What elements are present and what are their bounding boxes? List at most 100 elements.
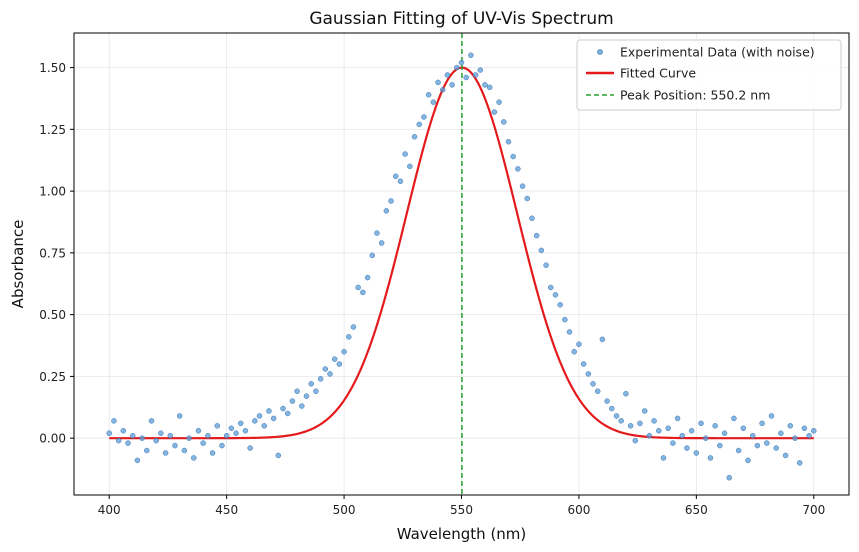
data-point — [129, 432, 136, 439]
data-point — [749, 432, 756, 439]
data-point — [717, 442, 723, 449]
data-point — [308, 381, 314, 387]
y-axis-label: Absorbance — [9, 220, 27, 309]
chart-title: Gaussian Fitting of UV-Vis Spectrum — [309, 9, 613, 29]
data-point — [120, 428, 127, 434]
data-point — [627, 423, 634, 429]
data-point — [256, 413, 263, 419]
data-point — [252, 418, 258, 424]
data-point — [331, 356, 338, 362]
data-point — [360, 289, 366, 296]
data-point — [651, 418, 657, 424]
data-point — [585, 371, 592, 377]
data-point — [735, 447, 742, 454]
data-point — [191, 455, 197, 461]
data-point — [346, 334, 352, 340]
data-point — [435, 79, 441, 86]
data-point — [796, 460, 803, 466]
data-point — [698, 420, 704, 427]
data-point — [754, 442, 761, 449]
x-tick-label: 550 — [450, 503, 473, 517]
y-tick-label: 1.00 — [39, 185, 66, 199]
data-point — [148, 418, 155, 424]
data-point — [515, 166, 521, 172]
data-point — [261, 423, 267, 429]
data-point — [303, 393, 310, 399]
data-point — [524, 195, 531, 202]
x-tick-label: 450 — [215, 503, 238, 517]
data-point — [623, 390, 629, 397]
data-point — [768, 413, 775, 419]
data-point — [613, 413, 620, 419]
data-point — [411, 134, 418, 140]
data-point — [439, 87, 446, 93]
x-tick-label: 600 — [567, 503, 590, 517]
legend-label-peak: Peak Position: 550.2 nm — [620, 88, 770, 103]
data-point — [811, 428, 817, 434]
data-point — [284, 410, 291, 417]
data-point — [205, 432, 211, 439]
x-axis-label: Wavelength (nm) — [397, 525, 527, 543]
data-point — [712, 423, 718, 429]
y-tick-label: 0.25 — [39, 370, 66, 384]
data-point — [181, 447, 188, 454]
data-point — [618, 418, 624, 424]
data-point — [172, 442, 178, 449]
data-point — [397, 178, 404, 184]
data-point — [186, 435, 192, 441]
data-point — [219, 442, 225, 449]
data-point — [341, 348, 347, 355]
data-point — [468, 52, 474, 58]
data-point — [425, 92, 432, 98]
y-tick-label: 1.25 — [39, 123, 66, 137]
data-point — [670, 440, 676, 446]
data-point — [388, 198, 394, 204]
x-tick-label: 700 — [802, 503, 825, 517]
data-point — [392, 173, 399, 180]
data-point — [773, 445, 779, 451]
data-point — [430, 99, 437, 105]
y-tick-label: 0.00 — [39, 432, 66, 446]
legend: Experimental Data (with noise) Fitted Cu… — [576, 39, 842, 111]
plot-frame — [73, 32, 850, 496]
data-point — [176, 413, 183, 419]
data-point — [317, 376, 324, 382]
data-point — [496, 99, 502, 105]
data-point — [355, 284, 361, 291]
data-point — [599, 336, 606, 343]
data-point — [115, 437, 122, 444]
data-point — [505, 138, 512, 145]
data-point — [764, 440, 770, 446]
data-point — [688, 428, 695, 434]
data-point — [726, 474, 732, 481]
data-point — [557, 302, 563, 308]
data-point — [501, 119, 507, 125]
data-point — [679, 432, 686, 439]
data-point — [538, 247, 545, 254]
data-point — [158, 430, 164, 436]
data-point — [237, 420, 244, 427]
data-point — [144, 447, 150, 454]
data-point — [299, 403, 305, 409]
data-point — [571, 348, 577, 355]
data-point — [125, 440, 131, 446]
data-point — [454, 64, 460, 71]
data-point — [740, 425, 747, 432]
data-point — [223, 432, 230, 439]
data-point — [641, 408, 648, 414]
data-point — [364, 274, 371, 281]
data-point — [707, 455, 714, 461]
data-point — [195, 428, 202, 434]
data-point — [693, 450, 700, 456]
x-tick-label: 650 — [685, 503, 708, 517]
data-point — [111, 418, 117, 424]
data-point — [510, 153, 516, 160]
data-point — [134, 457, 141, 464]
x-tick-label: 500 — [333, 503, 356, 517]
data-point — [327, 371, 333, 377]
data-point — [778, 430, 784, 436]
data-point — [336, 361, 343, 367]
data-point — [294, 388, 300, 394]
data-point — [482, 82, 488, 88]
